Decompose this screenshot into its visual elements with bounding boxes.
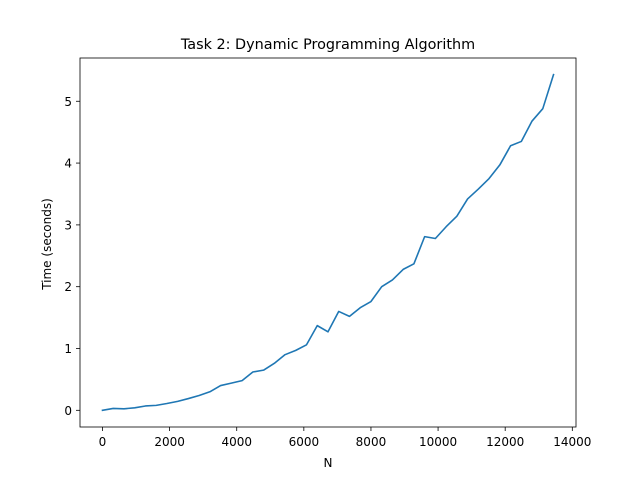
x-tick-label: 2000 (154, 435, 185, 449)
y-axis-ticks: 0 1 2 3 4 5 (64, 95, 80, 418)
x-tick-label: 12000 (486, 435, 524, 449)
y-tick-label: 5 (64, 95, 72, 109)
x-tick-label: 8000 (356, 435, 387, 449)
chart-title: Task 2: Dynamic Programming Algorithm (180, 37, 475, 53)
x-axis-label: N (324, 456, 333, 470)
x-tick-label: 14000 (553, 435, 591, 449)
y-tick-label: 4 (64, 157, 72, 171)
y-tick-label: 2 (64, 280, 72, 294)
y-tick-label: 0 (64, 404, 72, 418)
series-line (101, 73, 555, 412)
y-tick-label: 1 (64, 342, 72, 356)
x-tick-label: 10000 (419, 435, 457, 449)
y-axis-label: Time (seconds) (40, 198, 54, 291)
axes-frame (79, 57, 577, 428)
y-tick-label: 3 (64, 218, 72, 232)
x-tick-label: 4000 (221, 435, 252, 449)
x-tick-label: 0 (99, 435, 107, 449)
x-axis-ticks: 0 2000 4000 6000 8000 10000 12000 14000 (99, 427, 591, 449)
plot-area (101, 73, 555, 412)
x-tick-label: 6000 (289, 435, 320, 449)
